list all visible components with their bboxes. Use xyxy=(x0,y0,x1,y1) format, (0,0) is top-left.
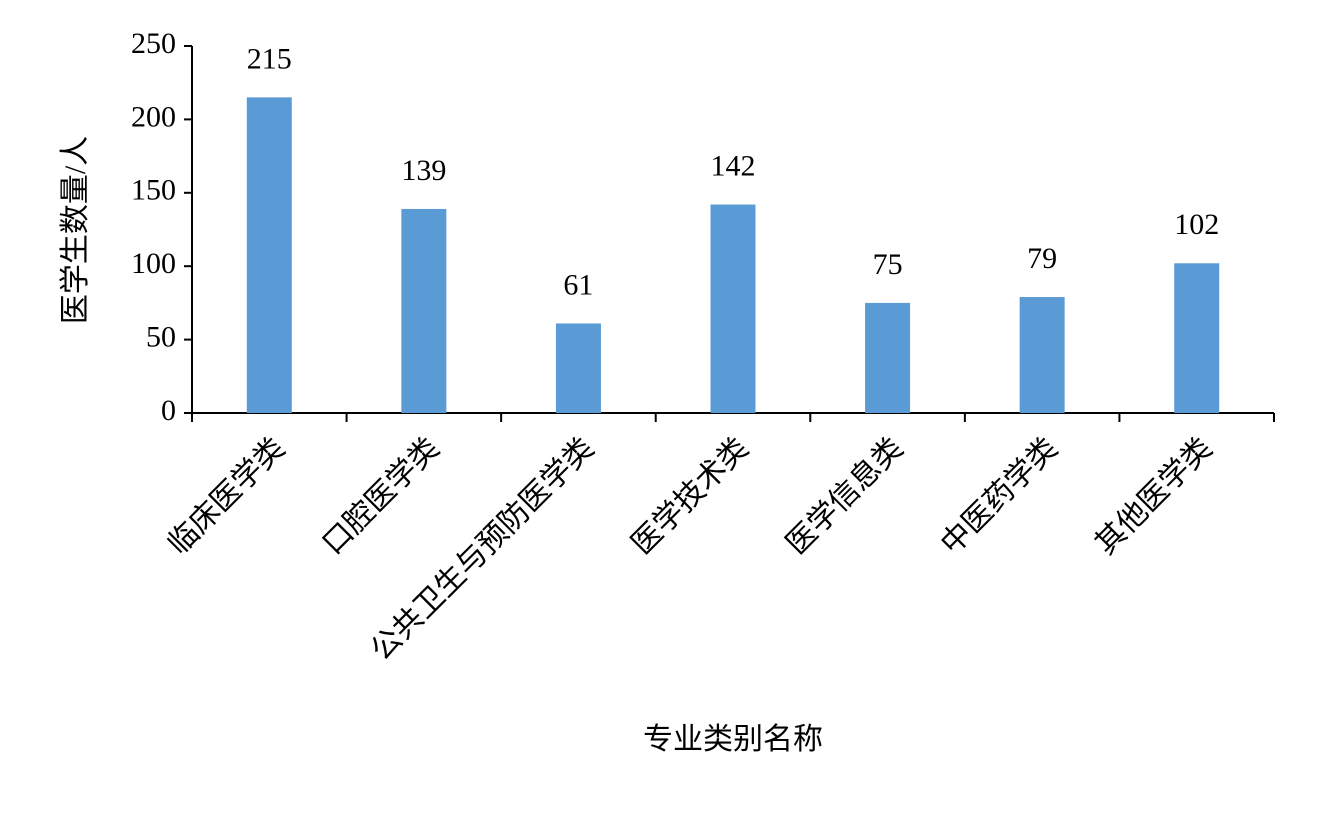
bar xyxy=(401,208,447,413)
x-tick-label: 医学技术类 xyxy=(625,431,754,560)
data-label: 61 xyxy=(563,268,593,301)
data-label: 102 xyxy=(1174,208,1219,241)
y-tick-label: 50 xyxy=(146,320,176,353)
x-axis-title: 专业类别名称 xyxy=(643,723,823,756)
data-label: 139 xyxy=(401,154,446,187)
y-tick-label: 0 xyxy=(161,394,176,427)
y-tick-label: 200 xyxy=(131,100,176,133)
data-label: 215 xyxy=(247,42,292,75)
bar xyxy=(1174,263,1220,413)
x-tick-label: 临床医学类 xyxy=(162,431,291,560)
y-tick-label: 150 xyxy=(131,174,176,207)
bar xyxy=(865,302,911,413)
x-tick-label: 医学信息类 xyxy=(780,431,909,560)
x-tick-label: 中医药学类 xyxy=(935,431,1064,560)
data-label: 142 xyxy=(711,149,756,182)
data-label: 75 xyxy=(873,248,903,281)
x-tick-label: 其他医学类 xyxy=(1089,431,1218,560)
x-tick-label: 口腔医学类 xyxy=(316,431,445,560)
data-label: 79 xyxy=(1027,242,1057,275)
bar xyxy=(710,204,756,413)
y-tick-label: 250 xyxy=(131,27,176,60)
y-tick-label: 100 xyxy=(131,247,176,280)
bar xyxy=(555,323,601,413)
bar xyxy=(1019,297,1065,413)
bar xyxy=(246,97,292,413)
y-axis-title: 医学生数量/人 xyxy=(59,136,92,324)
